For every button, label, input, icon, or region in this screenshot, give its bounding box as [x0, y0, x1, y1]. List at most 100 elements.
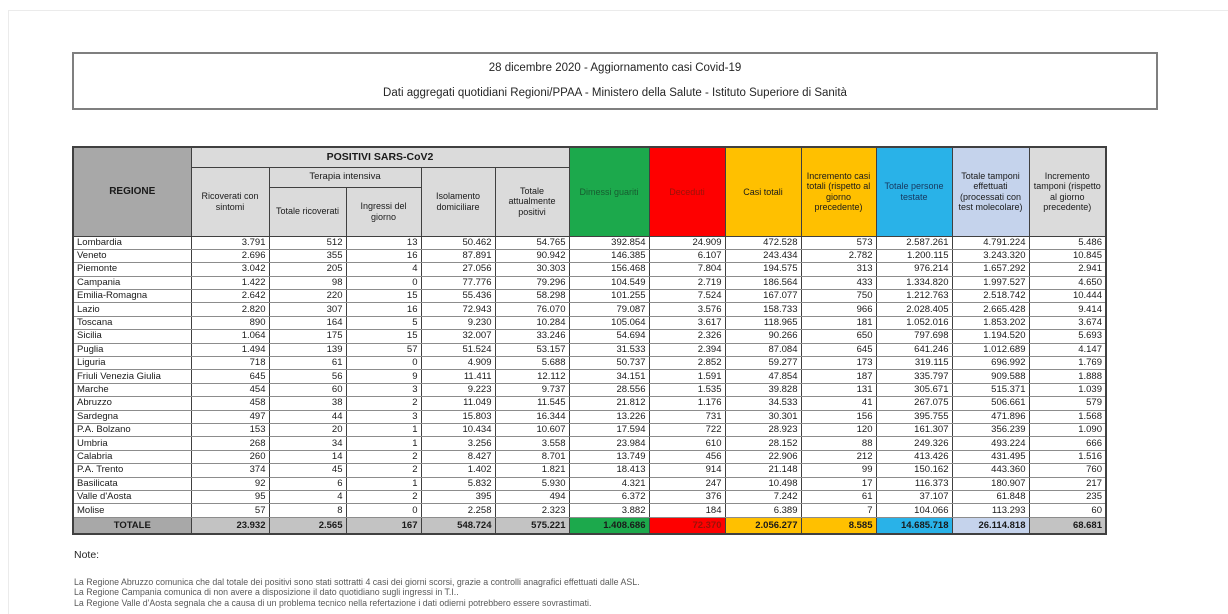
totale-cell: 68.681 — [1028, 516, 1107, 535]
data-cell: 4 — [345, 262, 422, 277]
data-cell: 1.012.689 — [951, 342, 1030, 358]
region-name: Campania — [72, 275, 192, 291]
data-cell: 32.007 — [420, 329, 496, 344]
data-cell: 118.965 — [724, 315, 802, 331]
data-cell: 1.535 — [648, 382, 726, 398]
data-cell: 247 — [648, 476, 726, 491]
region-name: Lazio — [72, 302, 192, 317]
data-cell: 2 — [345, 449, 422, 465]
data-cell: 2 — [345, 463, 422, 478]
totale-cell: 167 — [345, 516, 422, 535]
data-cell: 76.070 — [494, 302, 570, 317]
title-box: 28 dicembre 2020 - Aggiornamento casi Co… — [72, 52, 1158, 110]
data-cell: 909.588 — [951, 369, 1030, 384]
data-cell: 6.107 — [648, 248, 726, 264]
data-cell: 28.152 — [724, 436, 802, 451]
data-cell: 1.568 — [1028, 409, 1107, 424]
data-cell: 750 — [800, 289, 877, 304]
data-cell: 5.693 — [1028, 329, 1107, 344]
data-cell: 105.064 — [568, 315, 650, 331]
note-line: La Regione Valle d'Aosta segnala che a c… — [74, 597, 592, 608]
data-cell: 966 — [800, 302, 877, 317]
data-cell: 493.224 — [951, 436, 1030, 451]
totale-cell: 1.408.686 — [568, 516, 650, 535]
table-row: Puglia 1.494 139 57 51.524 53.157 31.533… — [72, 342, 1107, 358]
report-subtitle: Dati aggregati quotidiani Regioni/PPAA -… — [383, 87, 847, 99]
data-cell: 175 — [268, 329, 347, 344]
table-row: Veneto 2.696 355 16 87.891 90.942 146.38… — [72, 248, 1107, 264]
data-cell: 313 — [800, 262, 877, 277]
data-cell: 30.303 — [494, 262, 570, 277]
data-cell: 27.056 — [420, 262, 496, 277]
totale-cell: 2.056.277 — [724, 516, 802, 535]
data-cell: 3.674 — [1028, 315, 1107, 331]
region-name: Valle d'Aosta — [72, 489, 192, 505]
data-cell: 17 — [800, 476, 877, 491]
header-incremento-casi: Incremento casi totali (rispetto al gior… — [800, 146, 877, 237]
data-cell: 1.853.202 — [951, 315, 1030, 331]
data-cell: 79.087 — [568, 302, 650, 317]
data-cell: 305.671 — [875, 382, 953, 398]
data-cell: 3.882 — [568, 503, 650, 518]
data-cell: 3.791 — [190, 235, 270, 250]
data-cell: 10.845 — [1028, 248, 1107, 264]
data-cell: 2.719 — [648, 275, 726, 291]
data-cell: 11.049 — [420, 396, 496, 411]
data-cell: 161.307 — [875, 422, 953, 438]
table-row: Basilicata 92 6 1 5.832 5.930 4.321 247 … — [72, 476, 1107, 491]
totale-row: TOTALE 23.932 2.565 167 548.724 575.221 … — [72, 516, 1107, 535]
data-cell: 722 — [648, 422, 726, 438]
data-cell: 4 — [268, 489, 347, 505]
data-cell: 9.230 — [420, 315, 496, 331]
data-cell: 61.848 — [951, 489, 1030, 505]
data-cell: 31.533 — [568, 342, 650, 358]
data-cell: 2.394 — [648, 342, 726, 358]
table-body: Lombardia 3.791 512 13 50.462 54.765 392… — [72, 235, 1107, 518]
data-cell: 2 — [345, 489, 422, 505]
totale-cell: 575.221 — [494, 516, 570, 535]
data-cell: 47.854 — [724, 369, 802, 384]
header-incremento-tamponi: Incremento tamponi (rispetto al giorno p… — [1028, 146, 1107, 237]
data-cell: 458 — [190, 396, 270, 411]
data-cell: 1.212.763 — [875, 289, 953, 304]
data-cell: 8.427 — [420, 449, 496, 465]
data-cell: 156.468 — [568, 262, 650, 277]
data-cell: 34.151 — [568, 369, 650, 384]
data-cell: 2.587.261 — [875, 235, 953, 250]
data-cell: 5 — [345, 315, 422, 331]
data-cell: 139 — [268, 342, 347, 358]
data-cell: 645 — [190, 369, 270, 384]
totale-cell: 72.370 — [648, 516, 726, 535]
data-cell: 92 — [190, 476, 270, 491]
table-row: P.A. Bolzano 153 20 1 10.434 10.607 17.5… — [72, 422, 1107, 438]
data-cell: 1.200.115 — [875, 248, 953, 264]
data-cell: 9.223 — [420, 382, 496, 398]
data-cell: 1 — [345, 422, 422, 438]
data-cell: 1.194.520 — [951, 329, 1030, 344]
region-name: Basilicata — [72, 476, 192, 491]
data-cell: 220 — [268, 289, 347, 304]
data-cell: 1.090 — [1028, 422, 1107, 438]
data-cell: 3 — [345, 409, 422, 424]
data-cell: 8.701 — [494, 449, 570, 465]
region-name: Piemonte — [72, 262, 192, 277]
totale-label: TOTALE — [72, 516, 192, 535]
data-cell: 57 — [345, 342, 422, 358]
data-cell: 57 — [190, 503, 270, 518]
totale-cell: 2.565 — [268, 516, 347, 535]
table-header: REGIONE POSITIVI SARS-CoV2 Dimessi guari… — [72, 146, 1107, 237]
region-name: Puglia — [72, 342, 192, 358]
data-cell: 2.258 — [420, 503, 496, 518]
region-name: Lombardia — [72, 235, 192, 250]
data-cell: 38 — [268, 396, 347, 411]
data-cell: 9 — [345, 369, 422, 384]
data-cell: 392.854 — [568, 235, 650, 250]
table-row: Campania 1.422 98 0 77.776 79.296 104.54… — [72, 275, 1107, 291]
data-cell: 98 — [268, 275, 347, 291]
data-cell: 243.434 — [724, 248, 802, 264]
data-cell: 90.266 — [724, 329, 802, 344]
data-cell: 72.943 — [420, 302, 496, 317]
data-cell: 2.665.428 — [951, 302, 1030, 317]
table-row: Calabria 260 14 2 8.427 8.701 13.749 456… — [72, 449, 1107, 465]
table-row: P.A. Trento 374 45 2 1.402 1.821 18.413 … — [72, 463, 1107, 478]
